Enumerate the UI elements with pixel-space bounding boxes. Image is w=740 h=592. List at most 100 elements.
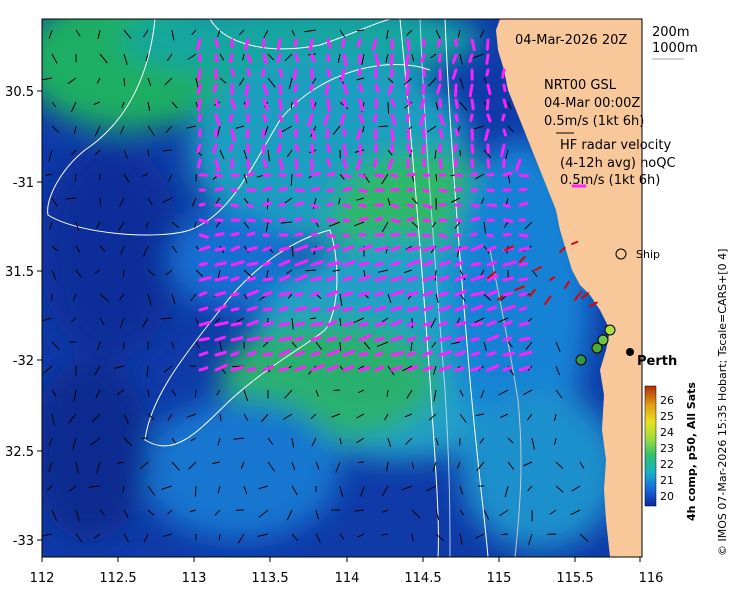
current-arrow — [291, 533, 299, 542]
radar-arrow — [438, 98, 443, 108]
current-arrow — [147, 293, 152, 306]
radar-arrow — [246, 261, 259, 267]
current-arrow — [361, 53, 365, 65]
current-arrow — [555, 365, 561, 376]
radar-arrow — [294, 143, 300, 152]
radar-arrow — [278, 217, 286, 222]
radar-arrow — [518, 187, 528, 192]
current-arrow — [378, 125, 389, 128]
radar-arrow — [324, 83, 330, 96]
radar-arrow — [438, 188, 448, 193]
radar-arrow — [453, 143, 458, 153]
current-arrow — [381, 173, 389, 185]
radar-arrow — [197, 113, 202, 122]
current-arrow — [356, 437, 365, 444]
radar-arrow — [342, 128, 347, 137]
radar-arrow — [278, 202, 286, 207]
current-arrow — [147, 509, 155, 516]
radar-arrow — [502, 320, 513, 327]
radar-arrow — [310, 171, 321, 177]
radar-arrow — [470, 244, 484, 252]
radar-arrow — [438, 158, 443, 170]
radar-arrow — [326, 68, 332, 78]
radar-arrow — [358, 203, 367, 208]
radar-arrow — [358, 113, 365, 124]
current-arrow — [352, 317, 365, 324]
radar-arrow-red — [519, 255, 526, 263]
current-arrow — [459, 293, 466, 302]
current-arrow — [315, 533, 321, 543]
radar-arrow — [198, 320, 211, 327]
current-arrow — [123, 533, 130, 543]
current-arrow — [186, 413, 197, 418]
radar-arrow — [390, 173, 399, 178]
radar-arrow — [502, 336, 513, 342]
current-arrow — [406, 29, 413, 36]
current-arrow — [310, 413, 317, 420]
radar-arrow — [342, 158, 348, 169]
radar-arrow — [454, 113, 459, 123]
current-arrow — [507, 125, 514, 133]
current-arrow — [171, 293, 176, 305]
current-arrow — [505, 149, 509, 160]
current-arrow — [67, 77, 77, 85]
radar-arrow — [214, 158, 221, 173]
radar-arrow — [390, 218, 401, 224]
radar-arrow — [373, 113, 378, 123]
radar-arrow — [502, 366, 512, 372]
radar-arrow — [342, 260, 356, 267]
current-arrow — [94, 149, 101, 156]
current-arrow — [473, 125, 485, 130]
radar-arrow — [485, 38, 490, 51]
current-arrow — [386, 461, 389, 472]
radar-arrow — [278, 306, 289, 312]
current-arrow — [262, 341, 269, 348]
current-arrow — [579, 461, 585, 469]
radar-arrow — [390, 128, 395, 143]
radar-arrow — [390, 335, 403, 342]
radar-arrow — [486, 113, 492, 123]
radar-arrow — [358, 261, 370, 267]
radar-arrow — [438, 233, 448, 239]
current-arrow — [96, 77, 101, 84]
radar-arrow — [422, 260, 434, 267]
radar-arrow — [454, 261, 464, 267]
current-arrow — [386, 29, 389, 40]
radar-arrow — [390, 289, 405, 297]
current-arrow — [118, 221, 125, 231]
current-arrow — [555, 341, 561, 353]
current-arrow — [286, 149, 293, 158]
radar-arrow — [342, 365, 355, 372]
current-arrow — [524, 221, 533, 230]
current-arrow — [51, 245, 58, 252]
radar-arrow — [294, 158, 299, 170]
current-arrow — [282, 413, 293, 420]
radar-arrow — [214, 275, 229, 282]
radar-arrow — [294, 259, 309, 267]
radar-arrow — [230, 245, 241, 252]
current-arrow — [507, 341, 513, 348]
radar-arrow — [246, 246, 258, 252]
radar-arrow-red — [574, 291, 582, 301]
radar-arrow — [390, 98, 396, 108]
current-arrow — [194, 389, 197, 398]
radar-arrow — [214, 232, 225, 237]
radar-arrow — [294, 292, 304, 297]
colorbar-tick-label: 20 — [660, 490, 674, 503]
current-arrow — [475, 533, 485, 539]
current-arrow — [426, 125, 437, 133]
radar-arrow — [374, 365, 385, 372]
radar-arrow — [518, 233, 529, 238]
radar-arrow-red — [514, 285, 526, 291]
current-arrow — [428, 413, 437, 421]
radar-arrow — [294, 188, 306, 193]
current-arrow — [143, 533, 149, 543]
current-arrow — [73, 389, 77, 402]
current-arrow — [217, 29, 221, 38]
current-arrow — [406, 389, 413, 399]
current-arrow — [72, 437, 77, 450]
current-arrow — [332, 269, 341, 272]
radar-arrow — [390, 260, 401, 267]
radar-arrow — [502, 98, 508, 109]
current-arrow — [483, 509, 490, 520]
